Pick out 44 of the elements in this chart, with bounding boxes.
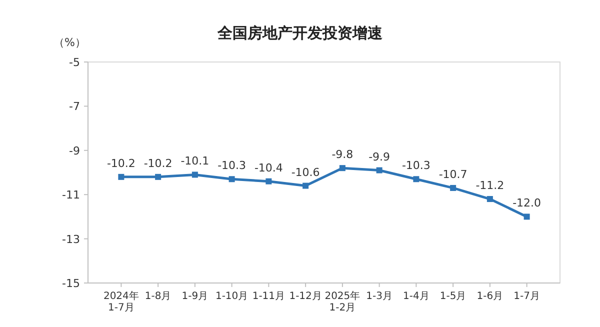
point	[192, 172, 198, 178]
y-tick-label: -5	[69, 56, 80, 69]
y-tick-label: -7	[69, 100, 80, 114]
y-axis-title: （%）	[54, 36, 86, 49]
x-tick-label: 1-5月	[440, 291, 466, 302]
x-tick-label: 1-11月	[252, 291, 286, 302]
y-tick-label: -11	[62, 188, 80, 202]
y-tick-label: -15	[62, 277, 80, 290]
point	[118, 174, 124, 180]
point	[450, 184, 456, 191]
data-label: -10.3	[218, 159, 246, 172]
point	[413, 176, 420, 182]
x-tick-label: 1-3月	[366, 291, 392, 302]
x-tick-label: 2024年 1-7月	[103, 290, 139, 314]
point	[302, 182, 309, 189]
data-label: -10.4	[254, 161, 283, 174]
data-label: -10.1	[180, 154, 210, 168]
x-tick-label: 1-12月	[289, 291, 322, 302]
data-label: -9.8	[332, 148, 354, 162]
data-label: -11.2	[476, 179, 504, 192]
x-tick-label: 1-10月	[215, 291, 248, 302]
y-tick-label: -9	[69, 144, 80, 158]
data-label: -10.2	[144, 156, 172, 170]
x-tick-label: 1-8月	[144, 291, 172, 302]
data-label: -10.7	[438, 168, 468, 181]
point	[339, 165, 346, 172]
x-tick-label: 1-4月	[403, 291, 430, 302]
data-label: -9.9	[368, 150, 390, 164]
x-tick-label: 1-6月	[476, 291, 504, 302]
point	[524, 214, 530, 220]
data-label: -10.2	[106, 156, 136, 170]
chart-title: 全国房地产开发投资增速	[216, 24, 384, 42]
point	[376, 167, 382, 174]
x-tick-label: 1-9月	[182, 291, 208, 302]
point	[486, 196, 493, 202]
data-label: -10.6	[291, 166, 320, 179]
point	[266, 178, 272, 184]
y-tick-label: -13	[62, 232, 80, 246]
data-label: -12.0	[512, 196, 542, 210]
point	[228, 176, 235, 182]
x-tick-label: 1-7月	[514, 291, 540, 302]
point	[155, 174, 162, 180]
data-label: -10.3	[402, 159, 430, 172]
x-tick-label: 2025年 1-2月	[324, 290, 360, 314]
